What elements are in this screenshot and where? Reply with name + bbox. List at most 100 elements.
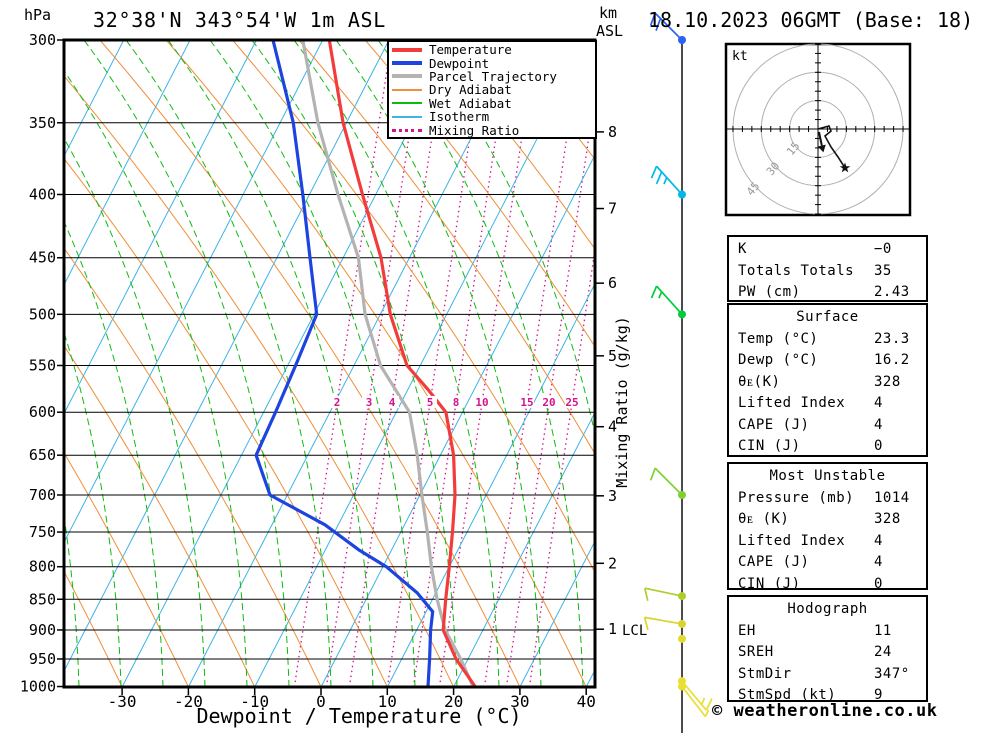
legend: Temperature Dewpoint Parcel Trajectory Dry … (387, 40, 597, 139)
legend-swatch-dry-adiabat (392, 88, 422, 91)
panel-surface: Surface Temp (°C) 23.3 Dewp (°C) 16.2 θᴇ(K) 32… (727, 303, 928, 457)
dry-adiabat-line (298, 40, 595, 455)
copyright: © weatheronline.co.uk (712, 701, 938, 721)
mixing-ratio-line (293, 40, 393, 687)
altitude-axis-unit-km: km (599, 4, 618, 22)
isotherm-line (187, 40, 523, 687)
legend-item: Dewpoint (392, 56, 595, 70)
hodograph-trace (817, 125, 846, 169)
dry-adiabat-line (64, 570, 123, 687)
km-tick-label: 6 (608, 274, 617, 292)
pressure-tick-label: 650 (29, 446, 56, 464)
isotherm-line (64, 40, 257, 415)
panel-row-value: −0 (874, 241, 892, 257)
panel-title: Hodograph (787, 601, 868, 617)
wind-barb-column (643, 12, 713, 733)
pressure-tick-label: 400 (29, 185, 56, 203)
panel-row: StmSpd (kt) 9 (729, 685, 926, 707)
panel-row: StmDir 347° (729, 664, 926, 686)
panel-row-label: Pressure (mb) (738, 489, 855, 506)
pressure-tick-label: 900 (29, 621, 56, 639)
panel-row: K −0 (729, 239, 926, 261)
wet-adiabat-line (64, 220, 164, 687)
panel-row-label: Totals Totals (738, 262, 855, 279)
panel-row-label: CAPE (J) (738, 554, 810, 570)
isotherm-line (453, 411, 595, 687)
pressure-tick-label: 700 (29, 486, 56, 504)
panel-row-label: Lifted Index (738, 395, 846, 411)
mixing-ratio-label: 25 (565, 396, 578, 409)
panel-row-label: Lifted Index (738, 532, 846, 549)
panel-row: Temp (°C) 23.3 (729, 329, 926, 351)
legend-label: Wet Adiabat (429, 95, 512, 111)
legend-label: Parcel Trajectory (429, 68, 557, 84)
isotherm-line (320, 153, 595, 687)
panel-row-value: 4 (874, 416, 883, 433)
mixing-ratio-label: 10 (475, 396, 488, 409)
wet-adiabat-line (83, 40, 290, 687)
isotherm-line (386, 282, 595, 687)
dry-adiabat-line (64, 247, 322, 687)
panel-row: Totals Totals 35 (729, 261, 926, 283)
isotherm-line (519, 540, 595, 687)
pressure-tick-label: 800 (29, 558, 56, 576)
wet-adiabat-line (209, 40, 416, 687)
legend-item: Temperature (392, 43, 595, 56)
mixing-ratio-label: 3 (366, 396, 373, 409)
dry-adiabat-line (232, 40, 595, 574)
panel-title: Most Unstable (769, 468, 886, 484)
legend-swatch-mixing-ratio (392, 128, 422, 132)
mixing-ratio-label: 5 (427, 396, 434, 409)
panel-row-value: 328 (874, 373, 901, 390)
dry-adiabat-line (64, 75, 455, 687)
pressure-tick-label: 450 (29, 249, 56, 267)
panel-hodograph: Hodograph EH 11 SREH 24 StmDir 347° StmSpd (kt)… (727, 595, 928, 703)
panel-row-value: 24 (874, 644, 892, 660)
pressure-tick-label: 600 (29, 403, 56, 421)
panel-row-value: 2.43 (874, 284, 910, 300)
mixing-ratio-label: 8 (453, 396, 460, 409)
panel-row: Lifted Index 4 (729, 393, 926, 415)
mixing-label-bg (565, 396, 579, 408)
legend-item: Wet Adiabat (392, 97, 595, 110)
panel-row-value: 1014 (874, 489, 910, 506)
dry-adiabat-line (99, 40, 521, 687)
hodograph-trace-end-star (839, 162, 851, 173)
wind-barb (644, 587, 686, 602)
dry-adiabat-line (64, 451, 189, 687)
mixing-ratio-label: 4 (389, 396, 396, 409)
temp-tick-label: 40 (577, 692, 596, 711)
legend-label: Temperature (429, 42, 512, 58)
panel-row: θᴇ (K) 328 (729, 509, 926, 531)
panel-row-label: CAPE (J) (738, 416, 810, 433)
panel-row-value: 16.2 (874, 352, 910, 368)
mixing-label-bg (449, 396, 463, 408)
mixing-label-bg (423, 396, 437, 408)
temp-tick-label: 30 (510, 692, 529, 711)
pressure-tick-label: 850 (29, 590, 56, 608)
legend-item: Isotherm (392, 110, 595, 123)
hodograph-unit-label: kt (732, 49, 748, 64)
mixing-label-bg (475, 396, 489, 408)
km-tick-label: 5 (608, 347, 617, 365)
altitude-axis-unit-asl: ASL (596, 22, 624, 40)
panel-row-label: CIN (J) (738, 575, 801, 592)
legend-swatch-wet-adiabat (392, 102, 422, 105)
legend-label: Isotherm (429, 109, 490, 125)
km-tick-label: 7 (608, 200, 617, 218)
storm-motion-arrow (818, 131, 823, 146)
panel-row-label: PW (cm) (738, 284, 801, 300)
panel-row: Pressure (mb) 1014 (729, 488, 926, 510)
wind-barb (643, 616, 686, 631)
mixing-ratio-line (348, 40, 448, 687)
x-axis-title: Dewpoint / Temperature (°C) (196, 704, 522, 728)
panel-row-value: 11 (874, 622, 892, 639)
panel-row-value: 4 (874, 554, 883, 570)
legend-item: Dry Adiabat (392, 83, 595, 96)
panel-row: Lifted Index 4 (729, 531, 926, 553)
mixing-label-bg (542, 396, 556, 408)
plot-frame (62, 38, 597, 689)
temp-tick-label: -20 (174, 692, 203, 711)
mixing-ratio-line (505, 91, 595, 687)
